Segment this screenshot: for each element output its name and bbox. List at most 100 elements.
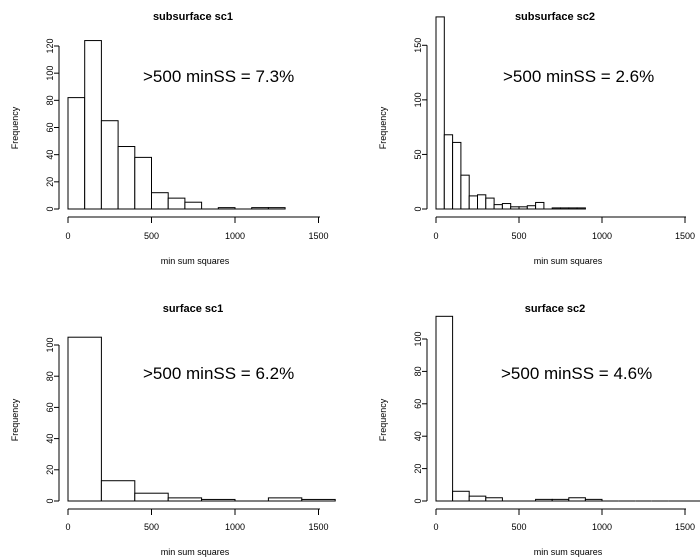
annotation-text: >500 minSS = 7.3% (143, 67, 294, 86)
histogram-bar (267, 207, 286, 210)
histogram-bar (267, 497, 303, 502)
x-tick-label: 0 (433, 231, 438, 241)
histogram-bar (167, 197, 186, 210)
histogram-bar (584, 498, 603, 502)
x-tick-label: 1000 (225, 522, 245, 532)
y-tick-label: 40 (45, 150, 55, 160)
histogram-panel-1: 0 500 1000 1500 0 20 40 60 80 100 120 subsurface sc… (10, 11, 329, 266)
x-tick-label: 1000 (592, 231, 612, 241)
histogram-bar (201, 498, 236, 502)
y-axis-label: Frequency (10, 398, 20, 441)
x-tick-label: 1500 (675, 522, 695, 532)
x-tick-label: 0 (65, 231, 70, 241)
y-axis-label: Frequency (378, 398, 388, 441)
y-tick-label: 60 (45, 122, 55, 132)
y-tick-label: 100 (413, 331, 423, 346)
x-tick-label: 1500 (308, 231, 328, 241)
histogram-bar (576, 207, 586, 210)
histogram-bar (518, 206, 528, 210)
histogram-bar (251, 207, 269, 210)
histogram-bar (526, 205, 537, 210)
histogram-bar (468, 195, 479, 210)
x-tick-label: 1000 (592, 522, 612, 532)
histogram-bar (501, 203, 512, 210)
x-tick-label: 1500 (675, 231, 695, 241)
histogram-bar (435, 315, 454, 502)
y-axis: 0 20 40 60 80 100 (413, 331, 428, 504)
x-axis-label: min sum squares (534, 256, 603, 266)
y-tick-label: 0 (413, 206, 423, 211)
y-tick-label: 60 (413, 399, 423, 409)
histogram-bar (84, 40, 102, 210)
histogram-bar (67, 97, 86, 210)
histogram-bar (100, 480, 136, 502)
annotation-text: >500 minSS = 6.2% (143, 364, 294, 383)
histogram-bar (568, 207, 578, 210)
panel-title: surface sc2 (525, 303, 586, 315)
y-axis: 0 20 40 60 80 100 (45, 337, 60, 504)
x-axis-label: min sum squares (161, 256, 230, 266)
histogram-panel-3: 0 500 1000 1500 0 20 40 60 80 100 surface sc1 min s… (10, 303, 336, 557)
panel-title: surface sc1 (163, 303, 224, 315)
y-tick-label: 60 (45, 402, 55, 412)
histogram-bar (134, 492, 169, 502)
histogram-bar (551, 207, 562, 210)
histogram-bar (452, 490, 470, 502)
y-tick-label: 100 (413, 92, 423, 107)
panel-title: subsurface sc2 (515, 11, 595, 23)
histogram-bar (460, 174, 470, 210)
x-axis-label: min sum squares (161, 547, 230, 557)
histogram-bar (551, 498, 570, 502)
histogram-bar (134, 156, 153, 210)
x-axis: 0 500 1000 1500 (433, 508, 695, 532)
histogram-bar (151, 192, 169, 210)
histogram-bar (477, 194, 487, 210)
x-tick-label: 1000 (225, 231, 245, 241)
histogram-bar (167, 497, 203, 502)
y-tick-label: 80 (45, 371, 55, 381)
histogram-bar (510, 206, 520, 210)
panel-title: subsurface sc1 (153, 11, 233, 23)
x-axis: 0 500 1000 1500 (65, 216, 329, 241)
y-tick-label: 40 (413, 431, 423, 441)
y-tick-label: 80 (45, 95, 55, 105)
annotation-text: >500 minSS = 4.6% (501, 364, 652, 383)
x-tick-label: 1500 (308, 522, 328, 532)
histogram-bar (560, 207, 570, 210)
y-tick-label: 120 (45, 38, 55, 53)
y-tick-label: 0 (45, 206, 55, 211)
x-tick-label: 500 (144, 231, 159, 241)
histogram-panel-2: 0 500 1000 1500 0 50 100 150 subsurface sc2 min s… (378, 11, 695, 266)
y-axis-label: Frequency (10, 106, 20, 149)
histogram-bar (493, 204, 503, 210)
histogram-bar (535, 201, 545, 210)
y-tick-label: 20 (45, 177, 55, 187)
histogram-bar (535, 498, 553, 502)
y-tick-label: 100 (45, 337, 55, 352)
histogram-bar (100, 120, 119, 210)
x-tick-label: 500 (511, 522, 526, 532)
histogram-bar (485, 497, 503, 502)
annotation-text: >500 minSS = 2.6% (503, 67, 654, 86)
histogram-bar (184, 201, 203, 210)
y-tick-label: 0 (45, 498, 55, 503)
y-tick-label: 20 (45, 465, 55, 475)
y-tick-label: 80 (413, 366, 423, 376)
histogram-bar (485, 197, 495, 210)
x-tick-label: 500 (511, 231, 526, 241)
histogram-bar (117, 146, 136, 210)
histogram-panel-4: 0 500 1000 1500 0 20 40 60 80 100 surface sc2 min s… (378, 303, 700, 557)
histogram-bar (452, 141, 462, 210)
histogram-bar (217, 207, 236, 210)
y-tick-label: 100 (45, 66, 55, 81)
y-axis-label: Frequency (378, 106, 388, 149)
x-axis: 0 500 1000 1500 (65, 508, 329, 532)
y-tick-label: 150 (413, 38, 423, 53)
y-tick-label: 0 (413, 498, 423, 503)
histogram-bar (443, 134, 454, 210)
histogram-bar (468, 495, 487, 502)
histogram-bar (435, 16, 445, 210)
x-tick-label: 0 (433, 522, 438, 532)
x-axis: 0 500 1000 1500 (433, 216, 695, 241)
